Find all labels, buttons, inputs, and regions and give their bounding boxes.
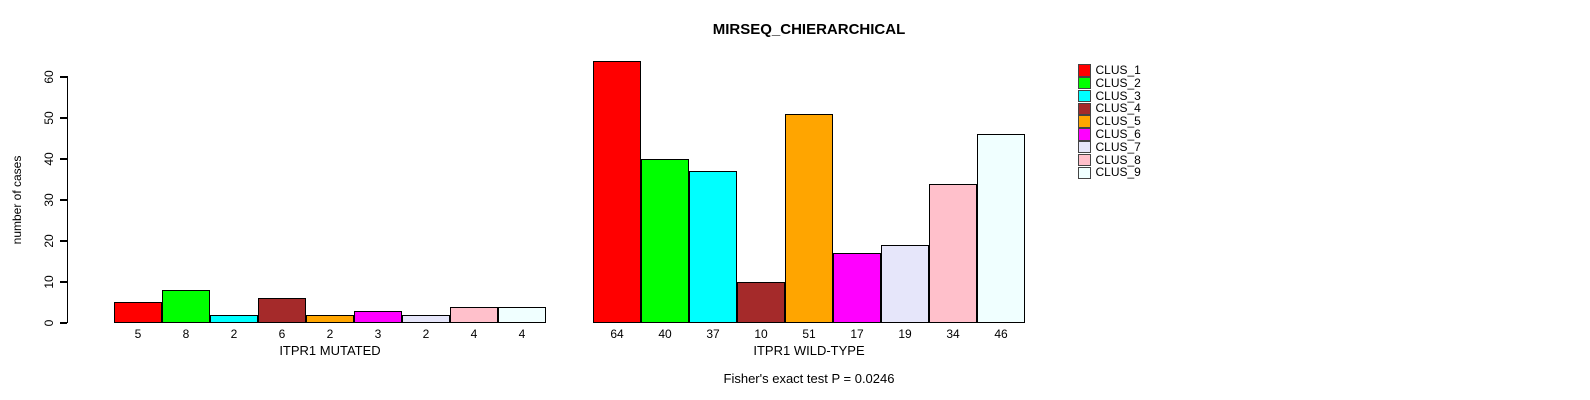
bar-value-label: 4 <box>518 327 526 341</box>
legend-label: CLUS_8 <box>1095 152 1141 167</box>
bar-value-label: 17 <box>850 327 864 341</box>
bar-clus_5-group2 <box>785 114 833 323</box>
y-tick-label: 50 <box>42 111 56 125</box>
chart-title: MIRSEQ_CHIERARCHICAL <box>712 21 906 38</box>
legend-row: CLUS_9 <box>1078 165 1141 180</box>
legend-row: CLUS_8 <box>1078 152 1141 167</box>
legend-swatch-clus_7 <box>1078 140 1091 154</box>
legend-row: CLUS_4 <box>1078 101 1141 116</box>
bar-clus_7-group2 <box>881 245 929 323</box>
bar-clus_9-group1 <box>498 307 546 323</box>
legend-label: CLUS_9 <box>1095 165 1141 180</box>
y-tick <box>60 76 67 78</box>
legend-swatch-clus_5 <box>1078 115 1091 128</box>
y-axis-line <box>67 76 69 323</box>
group-label: ITPR1 MUTATED <box>279 343 381 358</box>
bar-clus_2-group2 <box>641 159 689 323</box>
y-tick <box>60 322 67 324</box>
y-tick-label: 40 <box>42 152 56 166</box>
bar-clus_6-group2 <box>833 253 881 323</box>
bar-clus_5-group1 <box>306 315 354 323</box>
y-tick-label: 60 <box>42 70 56 84</box>
group-label: ITPR1 WILD-TYPE <box>753 343 865 358</box>
bar-value-label: 5 <box>134 327 142 341</box>
bar-clus_4-group2 <box>737 282 785 323</box>
bar-value-label: 8 <box>182 327 190 341</box>
bar-clus_8-group1 <box>450 307 498 323</box>
legend: CLUS_1 CLUS_2 CLUS_3 CLUS_4 CLUS_5 CLUS_6 CLUS… <box>1078 64 1141 180</box>
bar-clus_4-group1 <box>258 298 306 323</box>
bar-clus_1-group1 <box>114 302 162 323</box>
bar-value-label: 2 <box>230 327 238 341</box>
bar-clus_3-group2 <box>689 171 737 323</box>
bar-value-label: 10 <box>754 327 768 341</box>
bar-value-label: 34 <box>946 327 960 341</box>
bar-value-label: 46 <box>994 327 1008 341</box>
legend-swatch-clus_9 <box>1078 166 1091 180</box>
bar-clus_1-group2 <box>593 61 641 323</box>
bar-clus_7-group1 <box>402 315 450 323</box>
y-tick <box>60 117 67 119</box>
y-tick-label: 20 <box>42 234 56 248</box>
y-tick <box>60 158 67 160</box>
legend-swatch-clus_3 <box>1078 89 1091 103</box>
bar-clus_2-group1 <box>162 290 210 323</box>
legend-swatch-clus_4 <box>1078 102 1091 116</box>
bar-clus_6-group1 <box>354 311 402 323</box>
legend-row: CLUS_3 <box>1078 88 1141 103</box>
legend-row: CLUS_5 <box>1078 115 1141 128</box>
legend-label: CLUS_4 <box>1095 101 1141 116</box>
y-tick <box>60 281 67 283</box>
bar-value-label: 2 <box>422 327 430 341</box>
y-tick <box>60 199 67 201</box>
legend-swatch-clus_8 <box>1078 153 1091 167</box>
bar-clus_8-group2 <box>929 184 977 323</box>
bar-clus_9-group2 <box>977 134 1025 323</box>
legend-row: CLUS_6 <box>1078 128 1141 141</box>
legend-label: CLUS_1 <box>1095 63 1141 77</box>
legend-label: CLUS_7 <box>1095 139 1141 154</box>
fisher-test-caption: Fisher's exact test P = 0.0246 <box>723 371 895 386</box>
legend-swatch-clus_6 <box>1078 128 1091 141</box>
y-tick-label: 30 <box>42 193 56 207</box>
bar-value-label: 6 <box>278 327 286 341</box>
bar-value-label: 40 <box>658 327 672 341</box>
legend-label: CLUS_6 <box>1095 126 1141 141</box>
y-tick <box>60 240 67 242</box>
bar-value-label: 19 <box>898 327 912 341</box>
bar-value-label: 2 <box>326 327 334 341</box>
y-tick-label: 0 <box>42 319 56 327</box>
bar-value-label: 51 <box>802 327 816 341</box>
legend-swatch-clus_2 <box>1078 76 1091 90</box>
legend-label: CLUS_2 <box>1095 75 1141 90</box>
legend-row: CLUS_2 <box>1078 75 1141 90</box>
legend-row: CLUS_1 <box>1078 64 1141 77</box>
y-tick-label: 10 <box>42 275 56 289</box>
legend-label: CLUS_3 <box>1095 88 1141 103</box>
y-axis-label: number of cases <box>10 155 24 245</box>
bar-value-label: 37 <box>706 327 720 341</box>
bar-value-label: 3 <box>374 327 382 341</box>
bar-value-label: 4 <box>470 327 478 341</box>
bar-clus_3-group1 <box>210 315 258 323</box>
legend-swatch-clus_1 <box>1078 64 1091 77</box>
bar-value-label: 64 <box>610 327 624 341</box>
legend-label: CLUS_5 <box>1095 114 1141 129</box>
legend-row: CLUS_7 <box>1078 139 1141 154</box>
